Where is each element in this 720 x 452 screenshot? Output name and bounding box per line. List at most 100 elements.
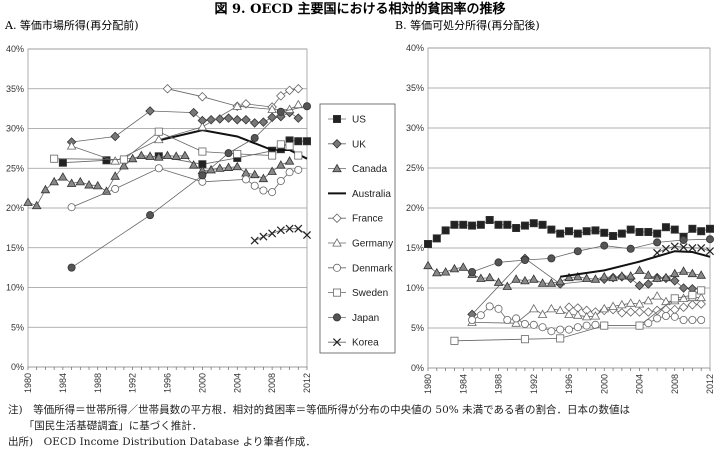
legend-marker <box>332 313 341 322</box>
data-point <box>678 293 689 302</box>
note-line-2: 「国民生活基礎調査」に基づく推計． <box>8 420 203 432</box>
data-point <box>652 305 662 316</box>
legend-label: Denmark <box>352 263 394 274</box>
data-point <box>688 243 697 253</box>
data-point <box>494 220 503 229</box>
data-point <box>687 300 698 310</box>
data-point <box>556 325 565 334</box>
data-point <box>223 162 234 171</box>
data-point <box>529 219 538 228</box>
data-point <box>653 238 662 247</box>
data-point <box>249 118 260 128</box>
data-point <box>669 304 680 315</box>
series-korea <box>653 242 715 257</box>
data-point <box>197 91 208 102</box>
data-point <box>617 229 626 238</box>
y-tick-label: 0% <box>411 363 424 373</box>
data-point <box>590 311 601 320</box>
data-point <box>705 247 715 256</box>
data-point <box>520 319 529 328</box>
data-point <box>49 176 59 186</box>
data-point <box>670 242 679 251</box>
x-tick-label: 1992 <box>529 374 539 394</box>
data-point <box>599 303 610 313</box>
data-point <box>706 235 715 244</box>
data-point <box>617 271 627 280</box>
data-point <box>294 137 303 146</box>
data-point <box>643 307 654 317</box>
x-tick-label: 1988 <box>494 374 504 394</box>
data-point <box>75 176 86 186</box>
series-korea <box>250 224 312 245</box>
data-point <box>92 180 103 190</box>
source-line: 出所) OECD Income Distribution Database より… <box>8 436 316 448</box>
data-point <box>250 181 259 190</box>
data-point <box>268 151 277 160</box>
panel-a-title: A. 等価市場所得(再分配前) <box>4 18 139 32</box>
data-point <box>423 260 433 270</box>
legend-item-japan: Japan <box>328 313 379 324</box>
data-point <box>670 312 679 321</box>
data-point <box>153 152 164 161</box>
data-point <box>634 307 645 317</box>
data-point <box>223 113 234 123</box>
data-point <box>625 271 636 280</box>
data-point <box>573 229 582 238</box>
data-point <box>687 268 698 278</box>
data-point <box>697 315 706 324</box>
data-point <box>119 160 129 170</box>
data-point <box>449 263 460 273</box>
x-tick-label: 1980 <box>423 374 433 394</box>
data-point <box>520 275 530 285</box>
data-point <box>276 176 285 185</box>
legend-label: Korea <box>352 338 379 349</box>
x-tick-label: 2000 <box>197 373 207 393</box>
x-tick-label: 1996 <box>163 373 173 393</box>
data-point <box>67 263 76 272</box>
y-tick-label: 25% <box>406 163 424 173</box>
data-point <box>520 255 529 264</box>
series-australia <box>158 129 308 160</box>
data-point <box>625 307 636 317</box>
data-point <box>564 272 574 282</box>
series-line <box>560 250 711 278</box>
data-point <box>661 311 670 320</box>
data-point <box>58 158 67 167</box>
y-tick-label: 15% <box>406 243 424 253</box>
data-point <box>556 334 565 343</box>
legend-marker <box>332 139 342 149</box>
data-point <box>538 323 547 332</box>
data-point <box>634 265 645 274</box>
series-denmark <box>468 302 706 336</box>
data-point <box>512 314 521 323</box>
x-tick-label: 1980 <box>23 373 33 393</box>
data-point <box>503 315 512 324</box>
data-point <box>661 244 670 253</box>
data-point <box>528 303 539 313</box>
data-point <box>215 163 225 172</box>
y-tick-label: 35% <box>406 83 424 93</box>
data-point <box>285 141 294 150</box>
data-point <box>608 301 618 310</box>
data-point <box>241 99 251 109</box>
data-point <box>653 248 662 257</box>
data-point <box>617 308 627 318</box>
data-point <box>555 276 565 286</box>
data-point <box>485 302 494 311</box>
data-point <box>232 161 243 171</box>
data-point <box>268 229 277 238</box>
y-tick-label: 0% <box>11 362 24 372</box>
x-tick-label: 2008 <box>670 374 680 394</box>
data-point <box>459 220 468 229</box>
data-point <box>67 203 76 212</box>
data-point <box>678 302 689 312</box>
series-line <box>158 129 308 160</box>
series-uk <box>66 106 304 147</box>
series-sweden <box>50 127 303 164</box>
data-point <box>573 323 582 332</box>
y-tick-label: 25% <box>6 163 24 173</box>
data-point <box>644 227 653 236</box>
data-point <box>468 221 477 230</box>
data-point <box>669 276 680 286</box>
data-point <box>276 226 285 235</box>
